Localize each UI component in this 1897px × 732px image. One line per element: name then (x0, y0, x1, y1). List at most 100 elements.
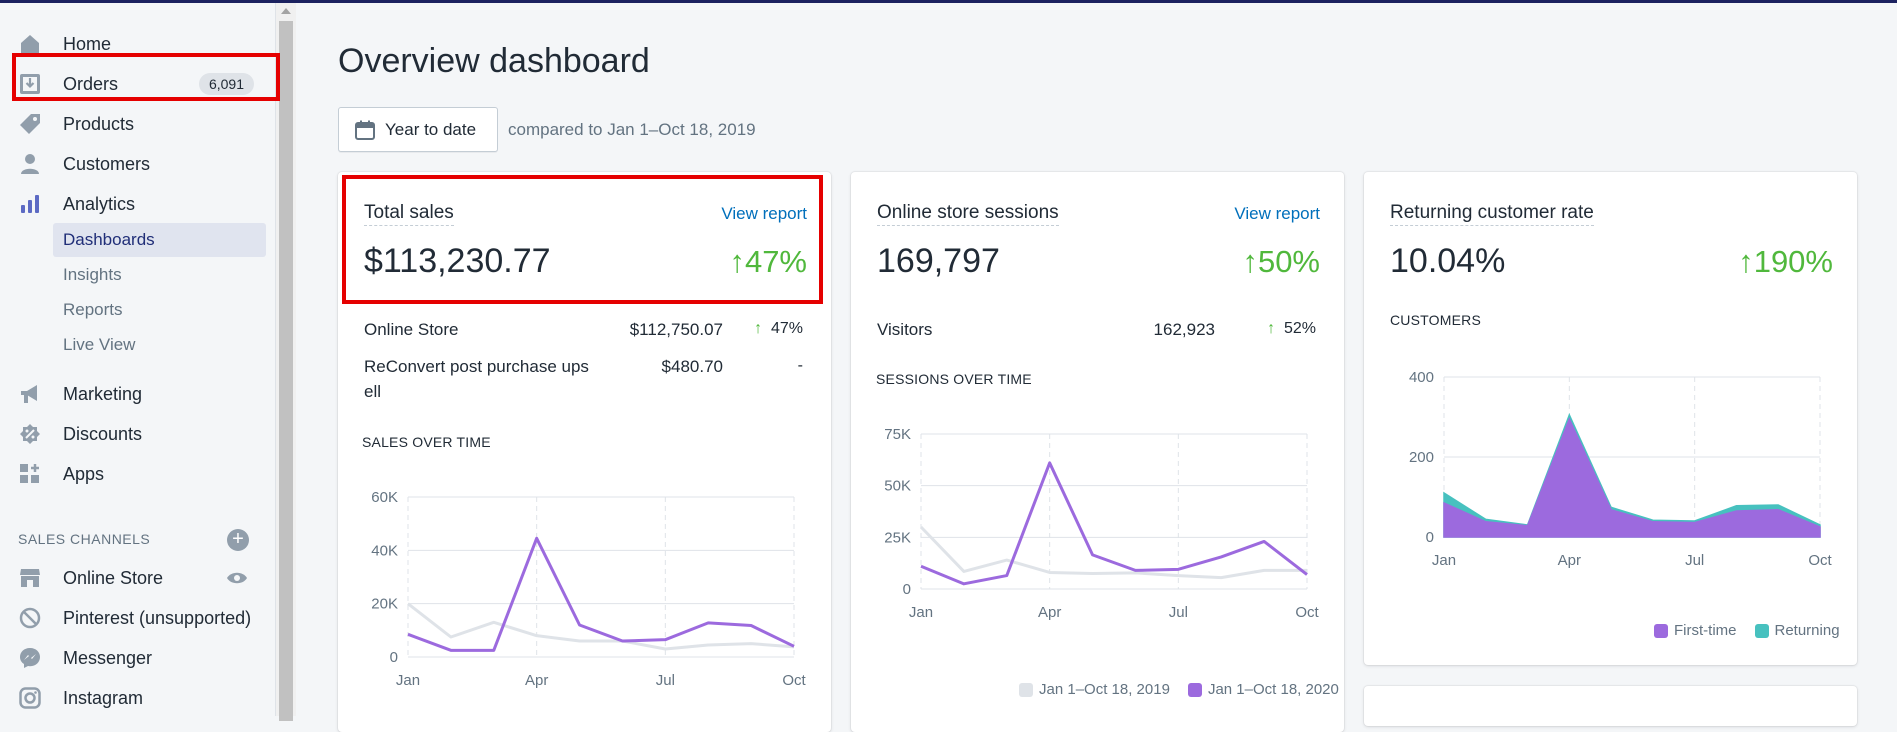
x-tick-label: Jul (656, 672, 675, 689)
sidebar-item-label: Apps (63, 463, 105, 484)
arrow-up-icon: ↑ (729, 244, 745, 279)
series-line (407, 602, 795, 651)
sidebar-channel-instagram[interactable]: Instagram (0, 680, 276, 716)
sidebar-channel-messenger[interactable]: Messenger (0, 640, 276, 676)
x-tick-label: Jan (1432, 552, 1456, 569)
home-icon (18, 32, 42, 56)
orders-icon (18, 72, 42, 96)
chart-legend: Jan 1–Oct 18, 2019 Jan 1–Oct 18, 2020 (1019, 681, 1339, 698)
y-tick-label: 40K (371, 542, 398, 559)
view-report-link[interactable]: View report (721, 204, 807, 223)
date-range-button[interactable]: Year to date (338, 107, 498, 152)
sidebar-subitem-dashboards[interactable]: Dashboards (53, 223, 266, 257)
total-sales-card: Total sales View report $113,230.77 ↑47%… (338, 172, 831, 732)
next-card (1364, 686, 1857, 726)
sidebar-item-label: Products (63, 113, 135, 134)
page-title: Overview dashboard (338, 42, 650, 80)
sidebar-subitem-reports[interactable]: Reports (63, 300, 123, 319)
megaphone-icon (18, 382, 42, 406)
x-tick-label: Oct (782, 672, 806, 689)
sidebar-item-home[interactable]: Home (0, 26, 276, 62)
legend-label: Returning (1774, 622, 1840, 639)
arrow-up-icon: ↑ (1738, 244, 1754, 279)
apps-icon (18, 462, 42, 486)
sidebar-scrollbar[interactable] (276, 3, 296, 721)
sessions-value: 169,797 (877, 242, 1000, 280)
view-report-link[interactable]: View report (1234, 204, 1320, 223)
x-tick-label: Apr (525, 672, 548, 689)
legend-label: Jan 1–Oct 18, 2019 (1039, 681, 1170, 698)
x-tick-label: Oct (1295, 604, 1319, 621)
y-tick-label: 60K (371, 489, 398, 506)
add-channel-button[interactable]: + (227, 529, 249, 551)
card-title[interactable]: Total sales (364, 202, 454, 226)
series-line (920, 461, 1308, 586)
customers-chart: 0 200 400 Jan Apr Jul Oct (1409, 369, 1833, 569)
bar-chart-icon (18, 192, 42, 216)
scroll-up-arrow-icon[interactable] (281, 8, 291, 14)
sidebar-item-label: Messenger (63, 647, 153, 668)
eye-icon[interactable] (226, 570, 248, 591)
sidebar-channel-pinterest[interactable]: Pinterest (unsupported) (0, 600, 276, 636)
returning-rate-value: 10.04% (1390, 242, 1506, 280)
sidebar-item-label: Instagram (63, 687, 144, 708)
card-title[interactable]: Online store sessions (877, 202, 1059, 226)
blocked-icon (18, 606, 42, 630)
sidebar-item-orders[interactable]: Orders 6,091 (0, 66, 276, 102)
y-tick-label: 0 (903, 581, 911, 598)
sidebar-item-discounts[interactable]: Discounts (0, 416, 276, 452)
sidebar-subitem-live-view[interactable]: Live View (63, 335, 136, 354)
y-tick-label: 50K (884, 478, 911, 495)
sidebar-channel-online-store[interactable]: Online Store (0, 560, 276, 596)
row-value: $112,750.07 (629, 320, 723, 339)
sidebar: Home Orders 6,091 Products Customers Ana… (0, 3, 276, 716)
instagram-icon (18, 686, 42, 710)
scrollbar-thumb[interactable] (279, 21, 293, 721)
sidebar-item-products[interactable]: Products (0, 106, 276, 142)
x-tick-label: Jan (396, 672, 420, 689)
y-tick-label: 25K (884, 529, 911, 546)
sidebar-item-marketing[interactable]: Marketing (0, 376, 276, 412)
sidebar-subitem-insights[interactable]: Insights (63, 265, 122, 284)
arrow-up-icon: ↑ (754, 320, 763, 337)
y-tick-label: 20K (371, 596, 398, 613)
sidebar-item-apps[interactable]: Apps (0, 456, 276, 492)
sidebar-item-label: Pinterest (unsupported) (63, 607, 252, 628)
sidebar-item-customers[interactable]: Customers (0, 146, 276, 182)
arrow-up-icon: ↑ (1267, 320, 1276, 337)
returning-customer-card: Returning customer rate 10.04% ↑190% CUS… (1364, 172, 1857, 665)
row-label-continued: ell (364, 382, 382, 401)
total-sales-value: $113,230.77 (364, 242, 551, 280)
legend-swatch (1754, 623, 1769, 638)
messenger-icon (18, 646, 42, 670)
top-accent-bar (0, 0, 1897, 3)
row-value: 162,923 (1153, 320, 1215, 339)
legend-label: First-time (1674, 622, 1737, 639)
x-tick-label: Oct (1808, 552, 1832, 569)
row-label: Online Store (364, 320, 459, 339)
chart-title: CUSTOMERS (1390, 312, 1481, 328)
date-range-label: Year to date (385, 119, 477, 139)
sidebar-item-label: Orders (63, 73, 119, 94)
comparison-text: compared to Jan 1–Oct 18, 2019 (508, 120, 756, 139)
sidebar-item-analytics[interactable]: Analytics (0, 186, 276, 222)
highlight-box-total-sales (342, 175, 823, 304)
legend-swatch (1654, 623, 1668, 638)
legend-swatch (1187, 682, 1202, 697)
sidebar-item-label: Online Store (63, 567, 164, 588)
tag-icon (18, 112, 42, 136)
row-value: $480.70 (661, 357, 723, 376)
sales-over-time-chart: 0 20K 40K 60K Jan Apr Jul Oct (371, 489, 806, 689)
x-tick-label: Apr (1558, 552, 1581, 569)
row-delta: ↑ 52% (1267, 320, 1316, 337)
y-tick-label: 0 (1426, 529, 1434, 546)
series-area (1443, 417, 1821, 538)
arrow-up-icon: ↑ (1242, 244, 1258, 279)
row-delta: ↑ 47% (754, 320, 803, 337)
card-title[interactable]: Returning customer rate (1390, 202, 1594, 226)
person-icon (18, 152, 42, 176)
chart-title: SESSIONS OVER TIME (876, 371, 1032, 387)
returning-rate-delta: ↑190% (1738, 244, 1833, 279)
chart-legend: First-time Returning (1654, 622, 1840, 639)
x-tick-label: Jul (1685, 552, 1704, 569)
